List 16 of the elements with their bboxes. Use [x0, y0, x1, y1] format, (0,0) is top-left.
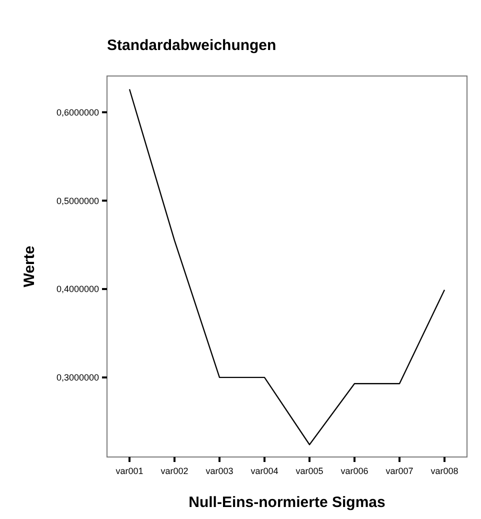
y-tick-label: 0,6000000	[56, 107, 99, 118]
y-tick-label: 0,3000000	[56, 372, 99, 383]
x-tick-label: var008	[430, 466, 458, 476]
y-tick-label: 0,5000000	[56, 196, 99, 206]
x-tick-label: var004	[250, 466, 278, 476]
y-tick-label: 0,4000000	[56, 284, 99, 294]
x-tick-label: var007	[386, 466, 414, 476]
x-tick-label: var002	[160, 466, 188, 476]
chart-title: Standardabweichungen	[107, 37, 276, 54]
line-series	[128, 88, 446, 446]
x-tick-label: var005	[296, 466, 324, 476]
y-axis-title: Werte	[21, 246, 38, 288]
x-tick-label: var003	[206, 466, 234, 476]
x-tick-label: var001	[116, 466, 144, 476]
x-axis-title: Null-Eins-normierte Sigmas	[188, 494, 386, 511]
x-tick-label: var006	[340, 466, 368, 476]
